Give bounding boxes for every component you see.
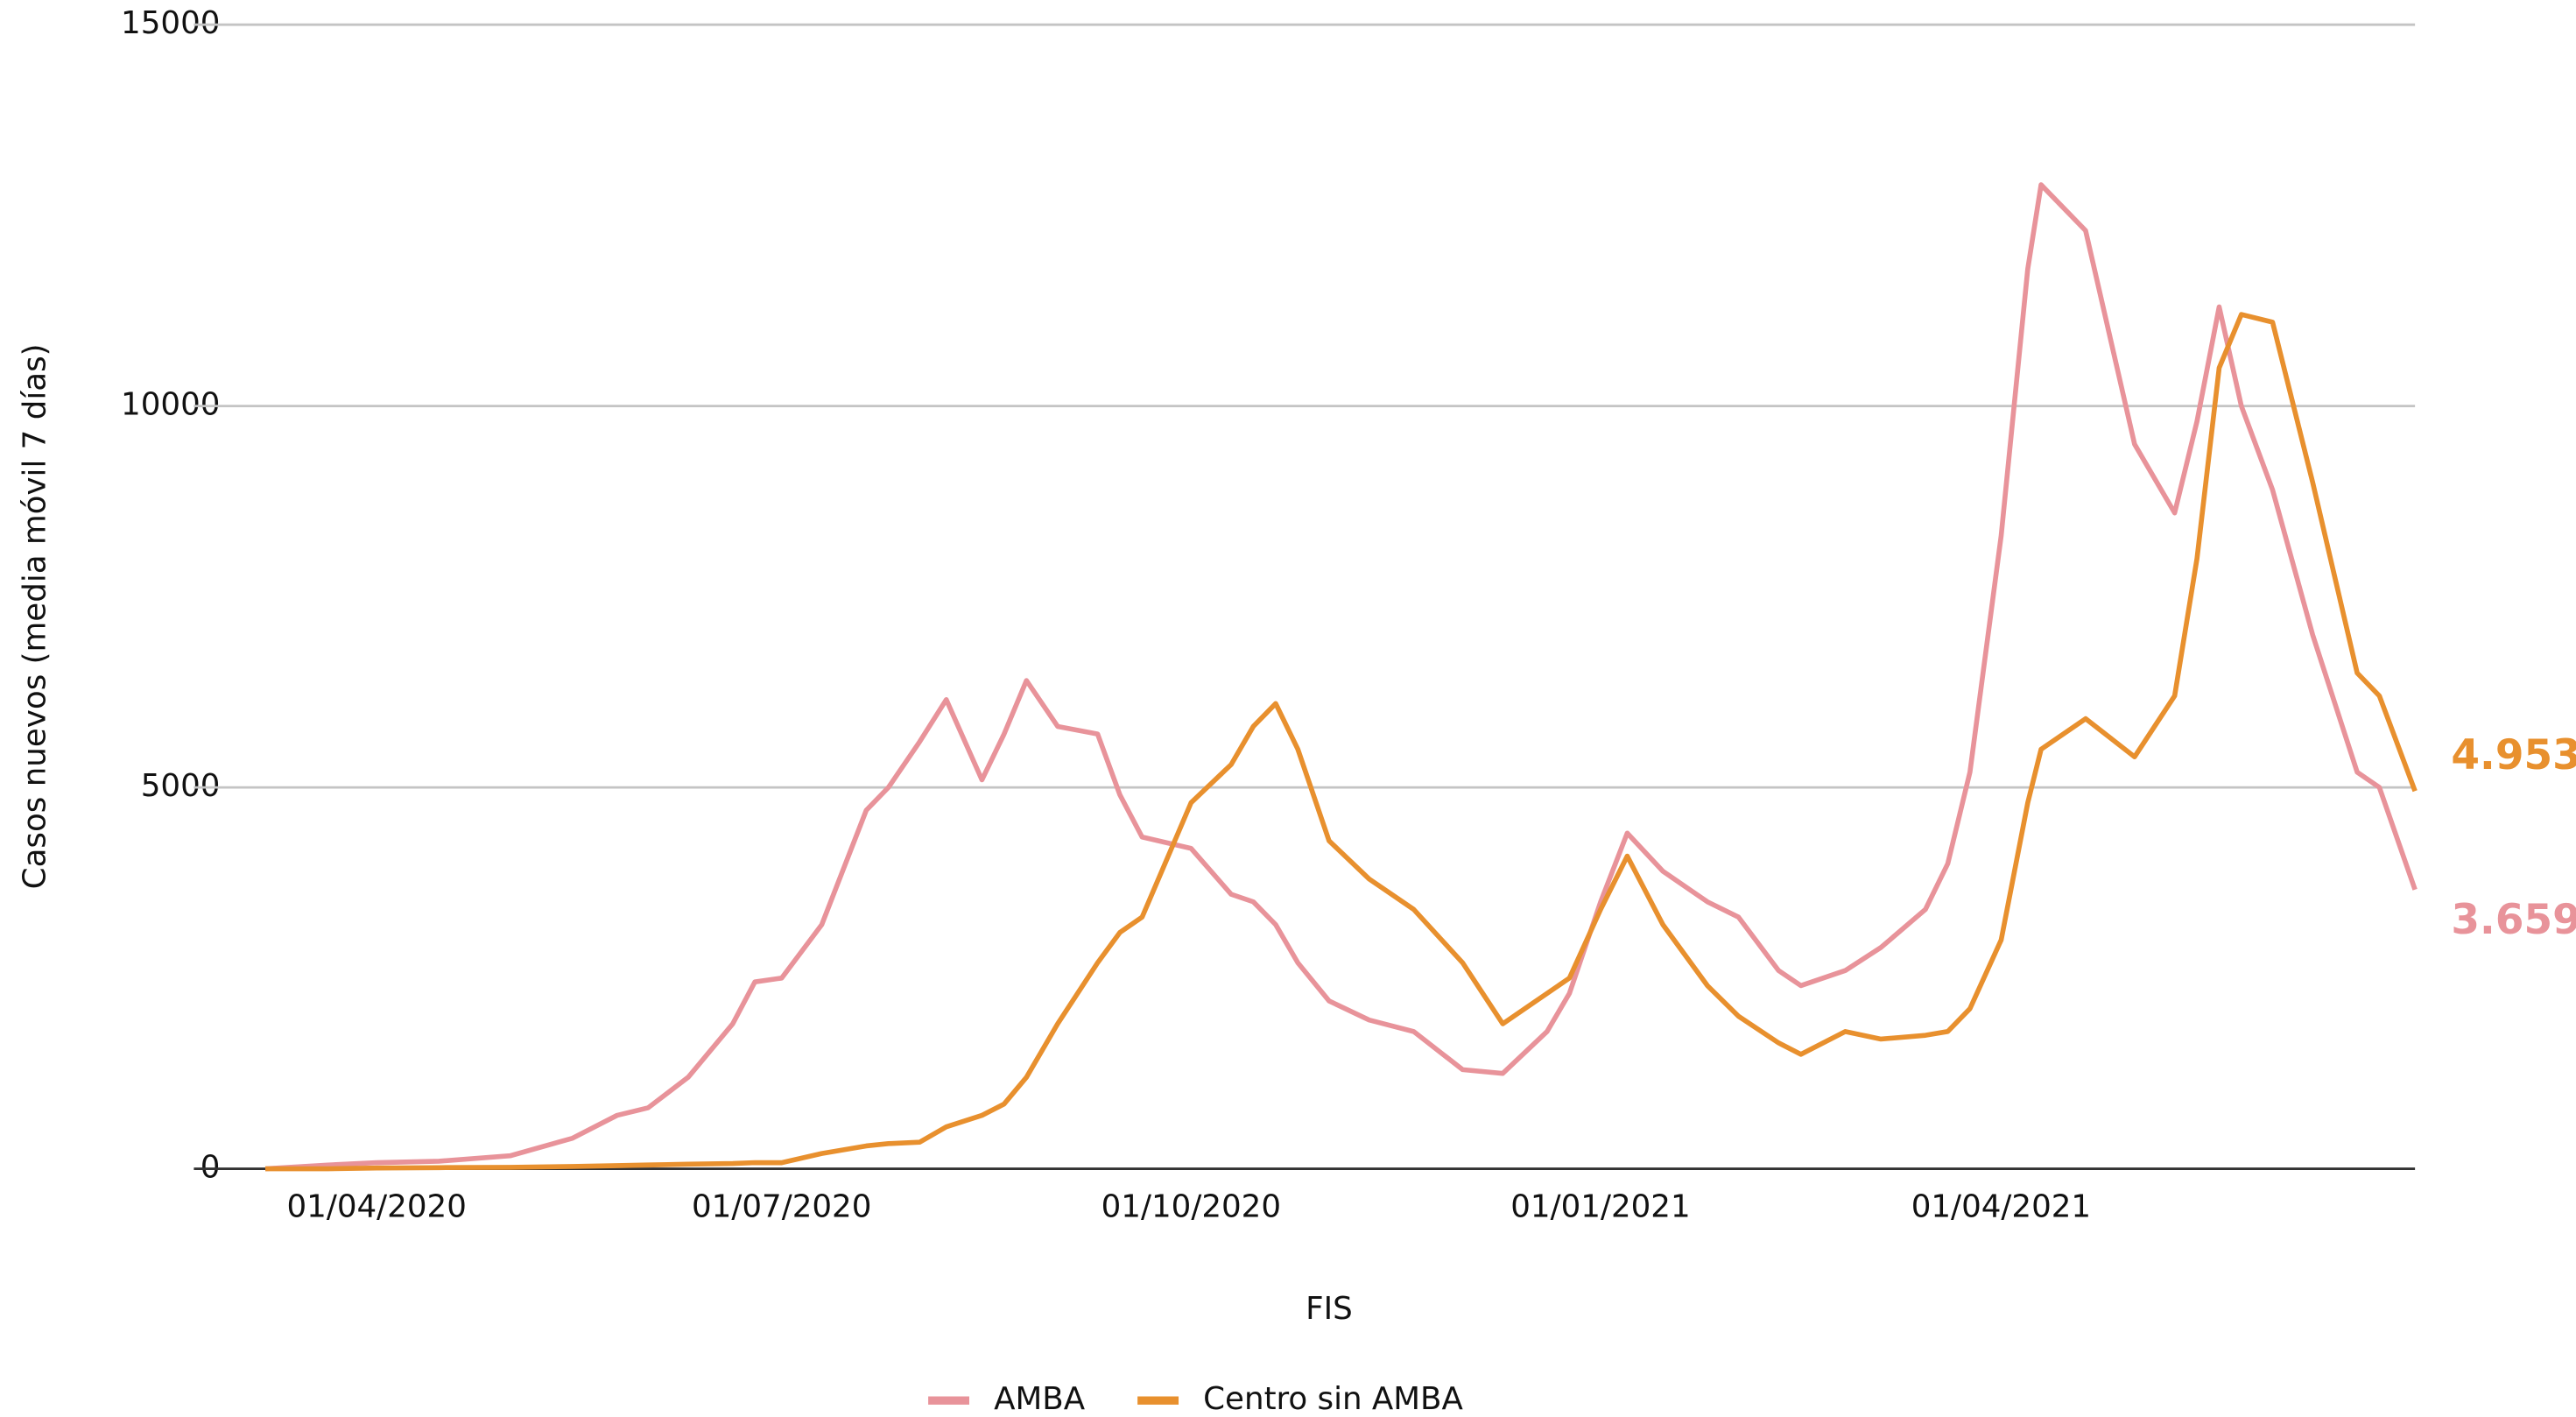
- y-axis-label: Casos nuevos (media móvil 7 días): [17, 343, 53, 889]
- data-line: [264, 182, 2418, 1172]
- x-tick-label: 01/04/2021: [1911, 1189, 2091, 1225]
- y-tick-label: 10000: [121, 387, 220, 423]
- y-tick-label: 0: [201, 1150, 221, 1186]
- data-line: [265, 312, 2418, 1172]
- value-label: 4.953: [2451, 731, 2576, 779]
- y-tick-label: 5000: [141, 768, 221, 804]
- x-axis-label: FIS: [1306, 1291, 1353, 1327]
- value-label: 3.659: [2451, 896, 2576, 944]
- legend-label: Centro sin AMBA: [1203, 1381, 1463, 1417]
- y-tick-label: 15000: [121, 5, 220, 41]
- legend-label: AMBA: [994, 1381, 1086, 1417]
- x-tick-label: 01/10/2020: [1101, 1189, 1281, 1225]
- x-tick-label: 01/04/2020: [286, 1189, 466, 1225]
- x-tick-label: 01/07/2020: [692, 1189, 871, 1225]
- x-tick-label: 01/01/2021: [1510, 1189, 1690, 1225]
